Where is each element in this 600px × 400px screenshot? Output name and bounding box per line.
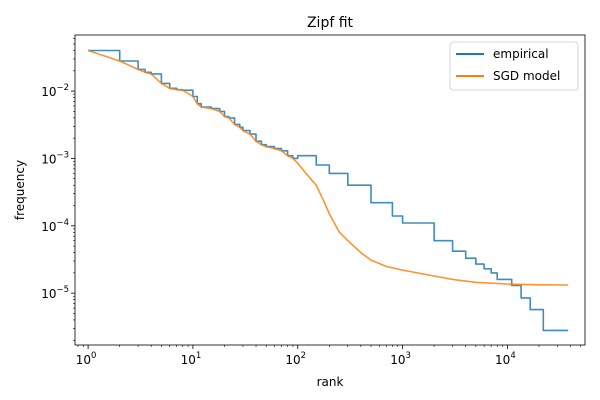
x-tick-label: 101: [181, 351, 202, 367]
series-lines: [87, 49, 569, 332]
legend: empirical SGD model: [449, 41, 579, 91]
x-tick-label: 104: [495, 351, 516, 367]
x-axis-label: rank: [317, 375, 344, 389]
y-tick-label: 10−2: [41, 83, 69, 99]
x-tick-label: 100: [76, 351, 97, 367]
series-line-sgd-model: [87, 49, 569, 286]
x-tick-label: 103: [390, 351, 411, 367]
y-tick-label: 10−4: [41, 218, 69, 234]
y-axis-label: frequency: [13, 160, 27, 220]
axis-ticks: 100 101 102 103 104 10−5 10−4 10−3 10−2: [41, 38, 581, 367]
legend-label-sgd-model: SGD model: [493, 69, 560, 83]
y-tick-label: 10−5: [41, 285, 69, 301]
chart-title: Zipf fit: [307, 15, 354, 31]
legend-label-empirical: empirical: [493, 47, 549, 61]
x-tick-label: 102: [285, 351, 306, 367]
y-tick-label: 10−3: [41, 150, 69, 166]
axes-frame: [74, 34, 586, 346]
